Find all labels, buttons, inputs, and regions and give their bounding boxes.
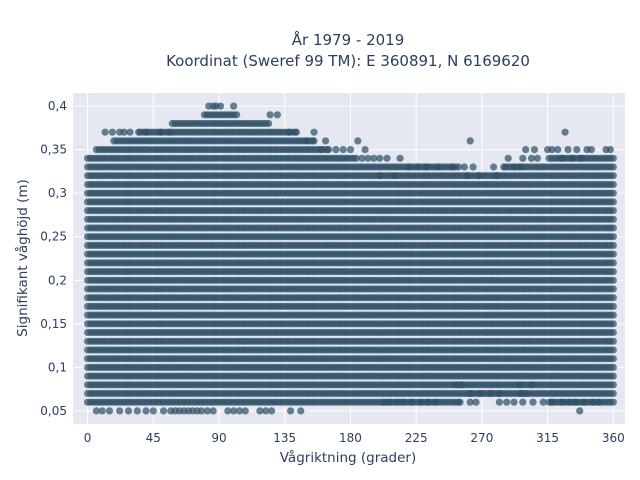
data-point bbox=[265, 119, 273, 128]
chart-title-line-1: År 1979 - 2019 bbox=[292, 30, 405, 49]
data-point bbox=[233, 111, 241, 119]
data-points bbox=[84, 102, 617, 415]
chart-title-line-2: Koordinat (Sweref 99 TM): E 360891, N 61… bbox=[166, 52, 530, 70]
